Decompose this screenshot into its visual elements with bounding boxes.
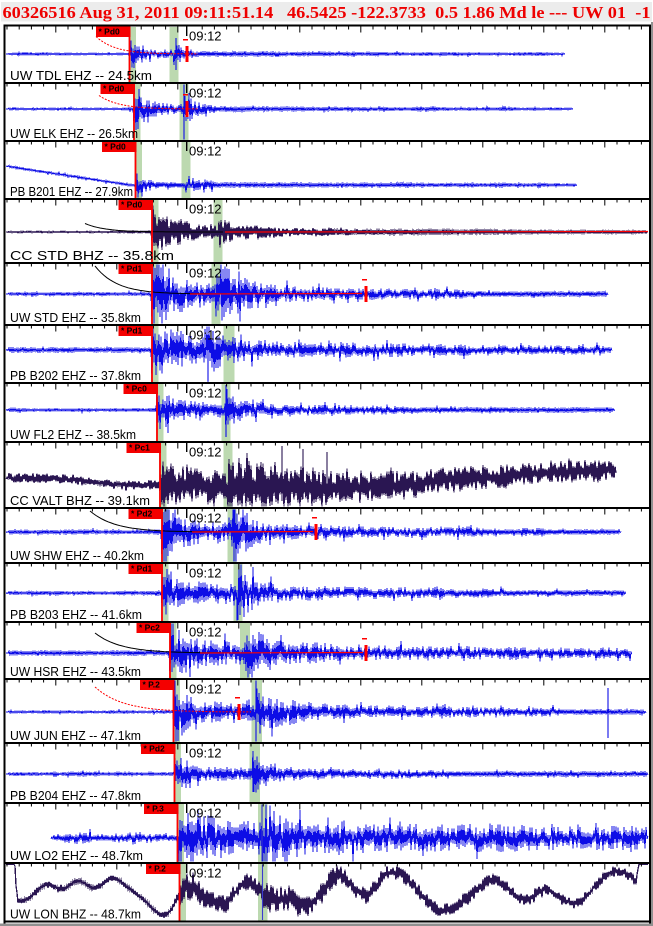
svg-text:60326516 Aug 31, 2011 09:11:51: 60326516 Aug 31, 2011 09:11:51.14 46.542… — [3, 3, 651, 22]
svg-text:PB B201 EHZ -- 27.9km: PB B201 EHZ -- 27.9km — [10, 185, 133, 199]
svg-text:* Pd0: * Pd0 — [121, 200, 143, 210]
svg-text:* Pd0: * Pd0 — [99, 27, 121, 37]
svg-text:UW ELK EHZ -- 26.5km: UW ELK EHZ -- 26.5km — [10, 127, 138, 141]
svg-text:CC STD BHZ -- 35.8km: CC STD BHZ -- 35.8km — [10, 249, 174, 263]
svg-text:UW SHW EHZ -- 40.2km: UW SHW EHZ -- 40.2km — [10, 549, 144, 563]
svg-text:09:12: 09:12 — [189, 566, 222, 581]
svg-text:09:12: 09:12 — [189, 806, 222, 821]
svg-text:09:12: 09:12 — [189, 866, 222, 881]
svg-text:UW FL2 EHZ -- 38.5km: UW FL2 EHZ -- 38.5km — [10, 428, 136, 442]
svg-text:09:12: 09:12 — [189, 386, 222, 401]
svg-text:UW JUN EHZ -- 47.1km: UW JUN EHZ -- 47.1km — [10, 729, 141, 743]
svg-text:09:12: 09:12 — [189, 511, 222, 526]
svg-text:PB B203 EHZ -- 41.6km: PB B203 EHZ -- 41.6km — [10, 608, 142, 622]
svg-text:* Pd1: * Pd1 — [131, 564, 153, 574]
svg-text:UW TDL EHZ -- 24.5km: UW TDL EHZ -- 24.5km — [10, 69, 152, 83]
svg-text:* Pd2: * Pd2 — [131, 509, 153, 519]
svg-text:09:12: 09:12 — [189, 328, 222, 343]
svg-text:* P.2: * P.2 — [149, 864, 167, 874]
svg-text:09:12: 09:12 — [189, 29, 222, 44]
svg-text:09:12: 09:12 — [189, 86, 222, 101]
svg-text:* P.3: * P.3 — [147, 804, 165, 814]
svg-text:09:12: 09:12 — [189, 746, 222, 761]
svg-text:09:12: 09:12 — [189, 445, 222, 460]
svg-text:* Pc2: * Pc2 — [139, 623, 160, 633]
svg-text:PB B202 EHZ -- 37.8km: PB B202 EHZ -- 37.8km — [10, 369, 141, 383]
svg-text:UW HSR EHZ -- 43.5km: UW HSR EHZ -- 43.5km — [10, 665, 141, 679]
svg-text:* Pd0: * Pd0 — [105, 142, 127, 152]
svg-text:09:12: 09:12 — [189, 625, 222, 640]
svg-text:09:12: 09:12 — [189, 266, 222, 281]
svg-text:09:12: 09:12 — [189, 202, 222, 217]
svg-text:* Pd0: * Pd0 — [103, 84, 125, 94]
svg-text:CC VALT BHZ -- 39.1km: CC VALT BHZ -- 39.1km — [10, 494, 150, 508]
svg-text:* Pc1: * Pc1 — [129, 443, 150, 453]
svg-text:* Pd1: * Pd1 — [121, 264, 143, 274]
svg-text:* Pd1: * Pd1 — [121, 326, 143, 336]
svg-text:UW STD EHZ -- 35.8km: UW STD EHZ -- 35.8km — [10, 311, 141, 325]
svg-text:* Pc0: * Pc0 — [126, 384, 147, 394]
svg-text:UW LO2 EHZ -- 48.7km: UW LO2 EHZ -- 48.7km — [10, 849, 143, 863]
svg-text:UW LON BHZ -- 48.7km: UW LON BHZ -- 48.7km — [10, 908, 141, 922]
svg-text:09:12: 09:12 — [189, 682, 222, 697]
svg-text:* P.2: * P.2 — [143, 680, 161, 690]
svg-text:09:12: 09:12 — [189, 144, 222, 159]
svg-text:PB B204 EHZ -- 47.8km: PB B204 EHZ -- 47.8km — [10, 789, 141, 803]
svg-text:* Pd2: * Pd2 — [144, 744, 166, 754]
